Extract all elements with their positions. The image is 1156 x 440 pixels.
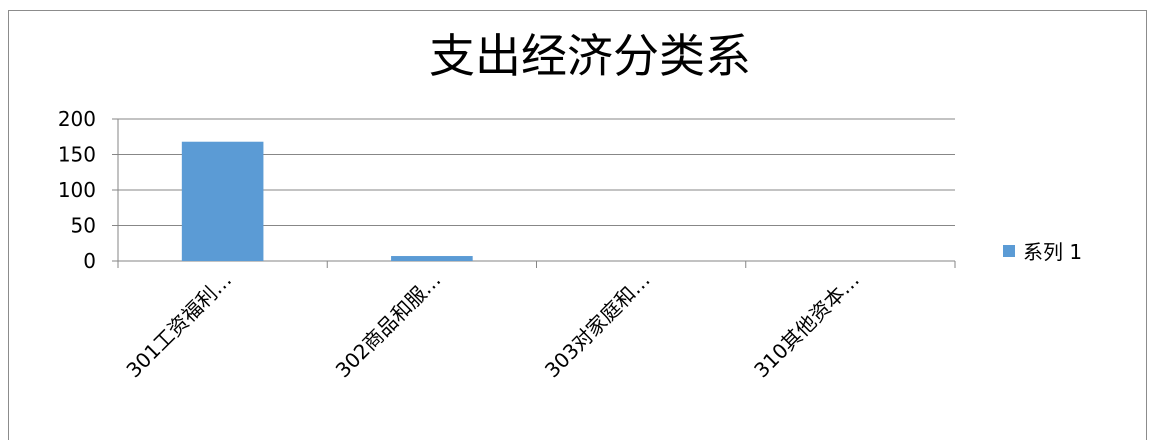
y-tick-label: 100: [58, 178, 96, 202]
y-tick-label: 0: [83, 249, 96, 273]
bar: [391, 256, 473, 261]
bar: [181, 141, 264, 261]
legend: 系列 1: [1003, 240, 1082, 264]
y-tick-label: 150: [58, 143, 96, 167]
bars: [181, 141, 473, 261]
legend-label: 系列 1: [1023, 240, 1082, 264]
x-tick-label: 301工资福利…: [121, 268, 236, 383]
legend-swatch: [1003, 245, 1015, 257]
y-tick-labels: 0 50 100 150 200: [58, 107, 96, 273]
y-tick-label: 200: [58, 107, 96, 131]
x-tick-labels: 301工资福利… 302商品和服… 303对家庭和… 310其他资本…: [121, 268, 863, 383]
x-tick-label: 302商品和服…: [331, 268, 446, 383]
chart: 支出经济分类系 0 50 100 150 200 301工资福利… 302商品和服… 303…: [58, 29, 1082, 383]
x-tick-label: 303对家庭和…: [540, 268, 655, 383]
y-tick-label: 50: [71, 214, 96, 238]
chart-title: 支出经济分类系: [429, 29, 751, 83]
x-tick-label: 310其他资本…: [749, 268, 864, 383]
